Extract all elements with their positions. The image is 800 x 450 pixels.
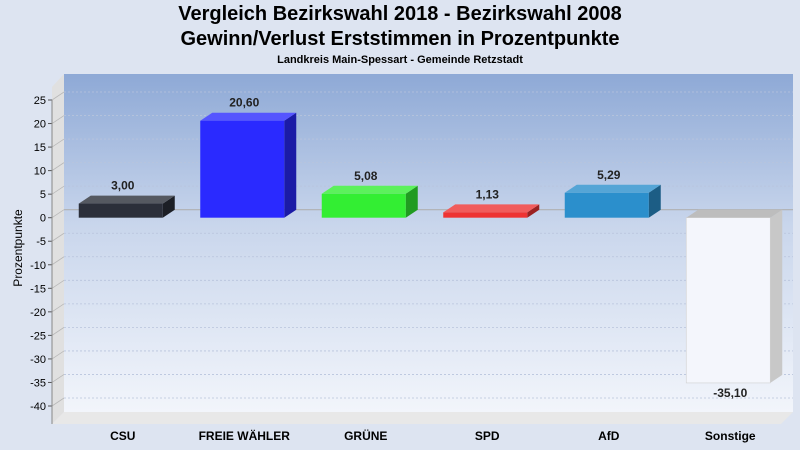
bar-front: [443, 212, 528, 218]
bar-front: [685, 217, 771, 384]
data-label: 5,29: [597, 168, 621, 182]
bar-side: [284, 112, 297, 218]
data-label: 5,08: [354, 169, 378, 183]
bar-top: [78, 195, 175, 204]
y-tick-label: -35: [30, 377, 46, 389]
chart-caption: Landkreis Main-Spessart - Gemeinde Retzs…: [277, 54, 523, 66]
bar-csu: 3,00 CSU: [78, 179, 175, 443]
bar-top: [321, 185, 418, 194]
y-tick-label: 25: [34, 95, 46, 107]
y-tick-label: 20: [34, 119, 46, 131]
bar-front: [78, 203, 163, 218]
bar-side: [527, 204, 540, 218]
y-tick-label: 10: [34, 166, 46, 178]
bar-afd: 5,29 AfD: [564, 168, 661, 443]
gridline-depth: [51, 279, 65, 289]
y-tick-label: 15: [34, 142, 46, 154]
bar-side: [405, 185, 418, 218]
gridline-depth: [51, 256, 65, 266]
chart-subtitle: Gewinn/Verlust Erststimmen in Prozentpun…: [180, 28, 620, 50]
gridline-depth: [51, 138, 65, 148]
y-tick-label: 5: [40, 189, 46, 201]
bar-freie-w-hler: 20,60 FREIE WÄHLER: [199, 96, 297, 443]
gridline-depth: [51, 209, 65, 219]
gridline-depth: [51, 303, 65, 313]
y-tick-label: -5: [36, 236, 46, 248]
gridline-depth: [51, 91, 65, 101]
y-axis-label: Prozentpunkte: [11, 209, 25, 287]
plot-back-wall: [64, 74, 793, 412]
gridline-depth: [51, 374, 65, 383]
data-label: 3,00: [111, 179, 135, 193]
bar-side: [162, 195, 175, 218]
bar-front: [321, 193, 406, 218]
bar-top: [443, 204, 540, 213]
gridline-depth: [51, 232, 65, 242]
y-tick-label: -30: [30, 354, 46, 366]
x-tick-label: Sonstige: [705, 429, 756, 443]
plot-left-wall: [52, 74, 64, 424]
bar-side: [770, 209, 783, 383]
y-tick-label: -10: [30, 260, 46, 272]
y-tick-label: -40: [30, 401, 46, 413]
bar-front: [200, 120, 285, 218]
gridline-depth: [51, 397, 65, 407]
data-label: 20,60: [229, 96, 259, 110]
y-tick-label: -25: [30, 330, 46, 342]
gridline-depth: [51, 162, 65, 171]
gridline-depth: [51, 350, 65, 360]
x-tick-label: FREIE WÄHLER: [199, 428, 291, 443]
y-tick-label: -15: [30, 283, 46, 295]
chart-title: Vergleich Bezirkswahl 2018 - Bezirkswahl…: [178, 3, 622, 25]
x-tick-label: AfD: [598, 429, 620, 443]
data-label: 1,13: [476, 187, 500, 201]
bar-gr-ne: 5,08 GRÜNE: [321, 169, 418, 443]
plot-floor: [52, 412, 793, 424]
bar-top: [200, 112, 297, 121]
y-tick-label: 0: [40, 213, 46, 225]
bar-top: [564, 184, 661, 193]
x-tick-label: GRÜNE: [344, 428, 387, 443]
gridline-depth: [51, 115, 65, 124]
bar-side: [648, 184, 661, 218]
bar-sonstige: -35,10 Sonstige: [685, 209, 783, 443]
bar-top: [686, 209, 783, 218]
bar-front: [564, 192, 649, 218]
y-tick-label: -20: [30, 307, 46, 319]
bar-spd: 1,13 SPD: [443, 187, 540, 443]
gridline-depth: [51, 185, 65, 195]
x-tick-label: CSU: [110, 429, 135, 443]
gridline-depth: [51, 327, 65, 336]
x-tick-label: SPD: [475, 429, 500, 443]
data-label: -35,10: [713, 386, 747, 400]
